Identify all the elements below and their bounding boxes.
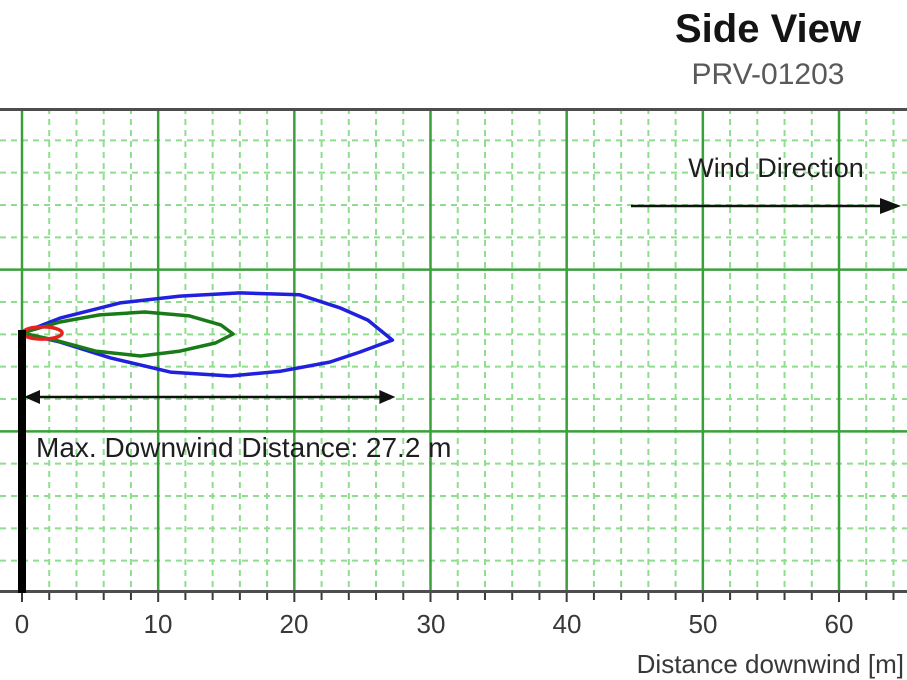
- x-tick-40: 40: [552, 609, 582, 639]
- annotation-arrows: [24, 198, 901, 404]
- chart-subtitle: PRV-01203: [691, 58, 845, 91]
- wind-direction-label: Wind Direction: [688, 153, 864, 183]
- plot-borders: [0, 108, 907, 593]
- x-tick-10: 10: [143, 609, 173, 639]
- chart-title: Side View: [674, 7, 861, 51]
- x-tick-30: 30: [416, 609, 446, 639]
- x-tick-60: 60: [824, 609, 854, 639]
- x-axis-title: Distance downwind [m]: [636, 649, 904, 679]
- x-tick-0: 0: [14, 609, 30, 639]
- x-tick-50: 50: [688, 609, 718, 639]
- x-tick-20: 20: [279, 609, 309, 639]
- plume-contours: [20, 291, 395, 378]
- release-stack: [18, 330, 26, 593]
- max-downwind-distance-label: Max. Downwind Distance: 27.2 m: [36, 432, 452, 463]
- minor-gridlines: [0, 108, 907, 593]
- axis-tick-marks: [21, 593, 895, 602]
